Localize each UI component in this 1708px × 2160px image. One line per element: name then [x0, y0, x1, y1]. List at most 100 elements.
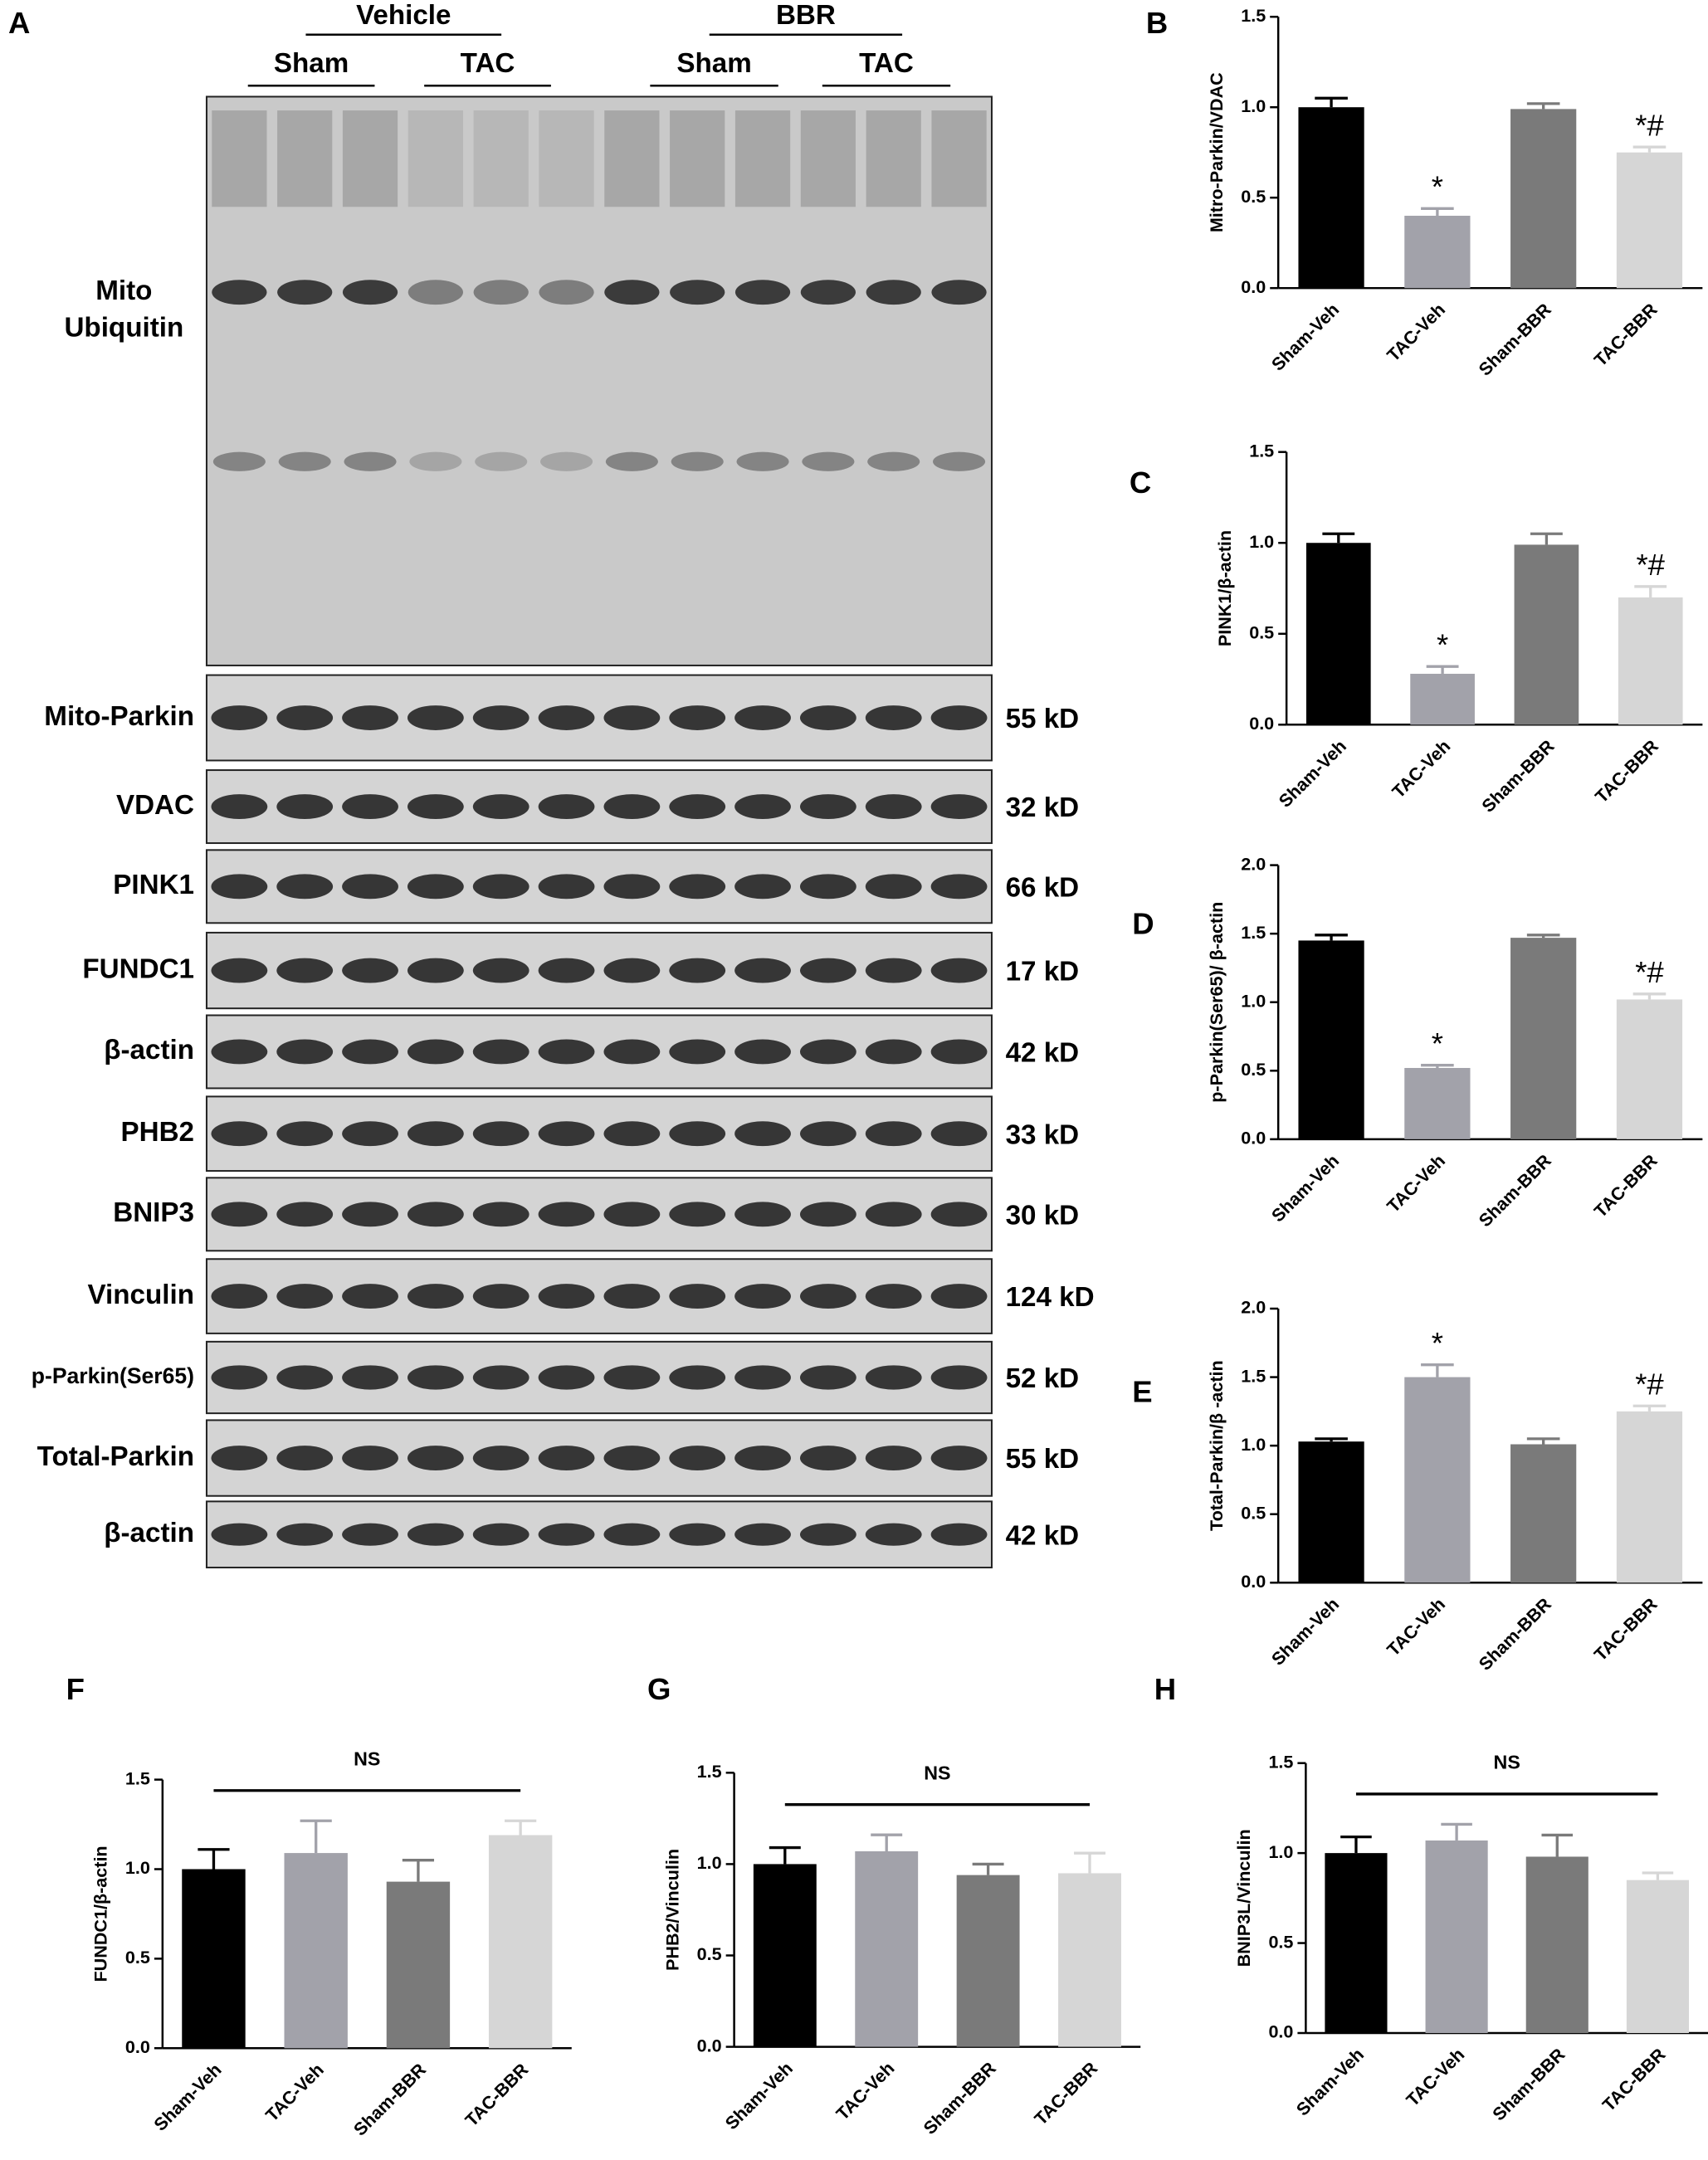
blot-band: [799, 705, 856, 730]
bar: [1510, 109, 1577, 289]
blot-band: [734, 1523, 791, 1546]
blot-band: [799, 1284, 856, 1309]
blot-membrane: [205, 1095, 993, 1173]
size-label: 42 kD: [1006, 1520, 1080, 1551]
y-axis-label: p-Parkin(Ser65)/ β-actin: [1206, 902, 1227, 1103]
blot-row: [205, 849, 993, 924]
blot-band: [212, 280, 267, 305]
blot-band: [472, 1121, 529, 1147]
blot-band: [475, 451, 528, 471]
y-tick-label: 1.0: [125, 1857, 150, 1878]
blot-band: [211, 705, 268, 730]
x-tick-label: Sham-BBR: [349, 2059, 431, 2140]
blot-band: [603, 1121, 661, 1147]
blot-band: [603, 1039, 661, 1065]
row-label: Vinculin: [88, 1280, 194, 1310]
bar: [1404, 215, 1471, 289]
blot-band: [539, 280, 594, 305]
bracket-label: NS: [1494, 1752, 1520, 1773]
blot-band: [211, 1202, 268, 1227]
blot-membrane: [205, 849, 993, 924]
y-tick-label: 0.0: [1268, 2021, 1293, 2042]
blot-band: [603, 1446, 661, 1471]
blot-membrane: [205, 1258, 993, 1334]
blot-smear: [734, 110, 791, 207]
blot-membrane: [205, 95, 993, 666]
blot-band: [538, 1523, 595, 1546]
blot-band: [734, 1121, 791, 1147]
bar: [1618, 597, 1683, 725]
bar: [1616, 999, 1683, 1139]
blot-band: [669, 1365, 726, 1390]
y-axis-label: Mitro-Parkin/VDAC: [1206, 72, 1227, 232]
blot-band: [930, 1523, 988, 1546]
group-label: BBR: [776, 0, 836, 31]
x-tick-label: Sham-Veh: [1267, 1593, 1343, 1669]
blot-band: [407, 280, 463, 305]
y-tick-label: 1.0: [1241, 1434, 1266, 1455]
blot-row: [205, 1014, 993, 1090]
blot-band: [867, 451, 920, 471]
blot-band: [603, 1365, 661, 1390]
y-tick-label: 0.5: [1241, 186, 1266, 207]
blot-band: [669, 705, 726, 730]
blot-band: [669, 1284, 726, 1309]
x-tick-label: TAC-BBR: [1598, 2044, 1670, 2115]
blot-band: [472, 705, 529, 730]
blot-band: [734, 280, 791, 305]
blot-band: [865, 1284, 922, 1309]
y-tick-label: 1.5: [1241, 1365, 1266, 1386]
y-tick-label: 0.5: [697, 1943, 722, 1964]
significance-mark: *: [1432, 1326, 1443, 1360]
blot-band: [276, 705, 334, 730]
y-tick-label: 1.5: [125, 1767, 150, 1788]
size-label: 33 kD: [1006, 1119, 1080, 1150]
blot-band: [865, 1202, 922, 1227]
blot-band: [933, 451, 986, 471]
size-label: 55 kD: [1006, 1444, 1080, 1475]
blot-band: [342, 280, 398, 305]
panel-letter: E: [1132, 1375, 1152, 1409]
blot-band: [342, 1523, 398, 1546]
blot-band: [276, 958, 334, 983]
blot-band: [930, 1446, 988, 1471]
blot-band: [538, 1121, 595, 1147]
blot-band: [734, 705, 791, 730]
blot-band: [472, 1523, 529, 1546]
blot-band: [734, 1446, 791, 1471]
significance-mark: *#: [1636, 548, 1665, 582]
blot-band: [865, 1039, 922, 1065]
blot-smear: [931, 110, 987, 207]
blot-band: [605, 451, 658, 471]
x-tick-label: TAC-BBR: [1590, 1150, 1662, 1221]
blot-smear: [212, 110, 267, 207]
blot-band: [407, 874, 464, 900]
bar: [386, 1881, 451, 2049]
significance-mark: *: [1437, 628, 1448, 662]
blot-row: [205, 1340, 993, 1415]
blot-band: [603, 1284, 661, 1309]
blot-band: [865, 1446, 922, 1471]
panel-letter: H: [1154, 1672, 1176, 1706]
blot-band: [276, 1365, 334, 1390]
y-axis-label: PINK1/β-actin: [1214, 530, 1235, 646]
size-label: 124 kD: [1006, 1282, 1095, 1313]
blot-smear: [800, 110, 856, 207]
bar: [1425, 1840, 1488, 2033]
blot-band: [799, 958, 856, 983]
blot-band: [799, 794, 856, 819]
size-label: 66 kD: [1006, 872, 1080, 903]
x-tick-label: Sham-Veh: [1267, 1150, 1343, 1226]
blot-band: [211, 1284, 268, 1309]
y-tick-label: 0.0: [1241, 1128, 1266, 1148]
blot-band: [407, 1121, 464, 1147]
blot-band: [277, 280, 333, 305]
blot-row: [205, 1095, 993, 1173]
blot-band: [342, 1446, 398, 1471]
subgroup-label: TAC: [461, 48, 515, 79]
blot-row: [205, 95, 993, 666]
x-tick-label: TAC-BBR: [1590, 299, 1662, 370]
size-label: 52 kD: [1006, 1363, 1080, 1394]
x-tick-label: TAC-Veh: [261, 2059, 328, 2125]
blot-band: [538, 1284, 595, 1309]
